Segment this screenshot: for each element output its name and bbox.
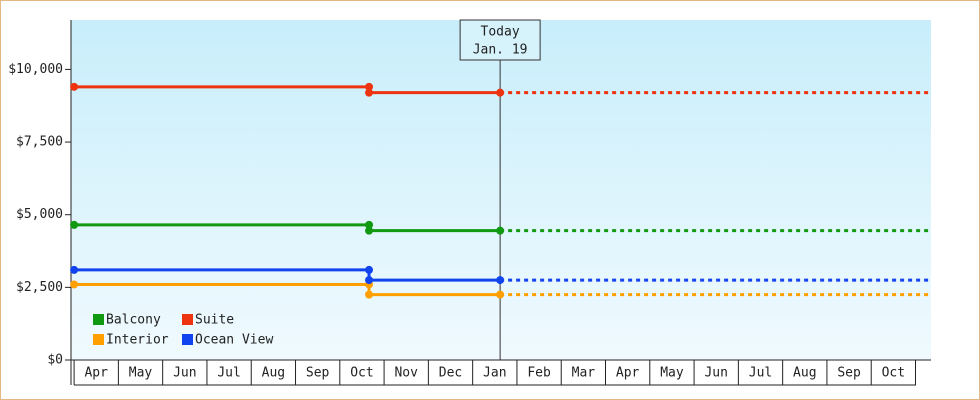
plot-area bbox=[71, 20, 931, 360]
legend-label: Balcony bbox=[106, 313, 161, 328]
y-tick-label: $5,000 bbox=[16, 207, 63, 222]
today-label: Jan. 19 bbox=[473, 43, 528, 58]
today-box bbox=[459, 19, 541, 61]
point bbox=[365, 82, 374, 91]
legend-label: Ocean View bbox=[195, 333, 273, 348]
legend-swatch bbox=[182, 334, 193, 345]
legend-label: Suite bbox=[195, 313, 234, 328]
x-tick-label: Jun bbox=[173, 366, 196, 381]
point bbox=[365, 290, 374, 299]
point bbox=[496, 290, 505, 299]
y-tick-label: $2,500 bbox=[16, 280, 63, 295]
x-tick-label: Apr bbox=[84, 366, 108, 381]
x-tick-label: Sep bbox=[306, 366, 330, 381]
y-tick-label: $0 bbox=[47, 353, 63, 368]
x-tick-label: May bbox=[660, 366, 684, 381]
point bbox=[496, 226, 505, 235]
point bbox=[365, 220, 374, 229]
point bbox=[365, 88, 374, 97]
x-tick-label: Sep bbox=[837, 366, 861, 381]
legend-swatch bbox=[93, 334, 104, 345]
x-tick-label: Apr bbox=[616, 366, 640, 381]
point bbox=[70, 220, 79, 229]
legend-swatch bbox=[182, 314, 193, 325]
x-tick-label: Feb bbox=[527, 366, 551, 381]
y-tick-label: $7,500 bbox=[16, 135, 63, 150]
x-tick-label: Jul bbox=[217, 366, 240, 381]
point bbox=[496, 276, 505, 285]
x-tick-label: Jun bbox=[704, 366, 727, 381]
x-tick-label: Aug bbox=[262, 366, 285, 381]
point bbox=[365, 265, 374, 274]
series-line bbox=[74, 282, 501, 297]
x-tick-label: May bbox=[129, 366, 153, 381]
legend-swatch bbox=[93, 314, 104, 325]
x-tick-label: Aug bbox=[793, 366, 816, 381]
y-tick-label: $10,000 bbox=[8, 62, 63, 77]
x-tick-label: Oct bbox=[882, 366, 905, 381]
legend-label: Interior bbox=[106, 333, 169, 348]
point bbox=[70, 265, 79, 274]
point bbox=[496, 88, 505, 97]
series-line bbox=[74, 268, 501, 282]
x-tick-label: Jul bbox=[749, 366, 772, 381]
point bbox=[70, 280, 79, 289]
x-tick-label: Jan bbox=[483, 366, 506, 381]
x-tick-label: Nov bbox=[394, 366, 418, 381]
point bbox=[365, 276, 374, 285]
x-tick-label: Dec bbox=[439, 366, 462, 381]
point bbox=[365, 226, 374, 235]
x-tick-label: Oct bbox=[350, 366, 373, 381]
point bbox=[70, 82, 79, 91]
today-label: Today bbox=[481, 25, 520, 40]
x-tick-label: Mar bbox=[572, 366, 596, 381]
